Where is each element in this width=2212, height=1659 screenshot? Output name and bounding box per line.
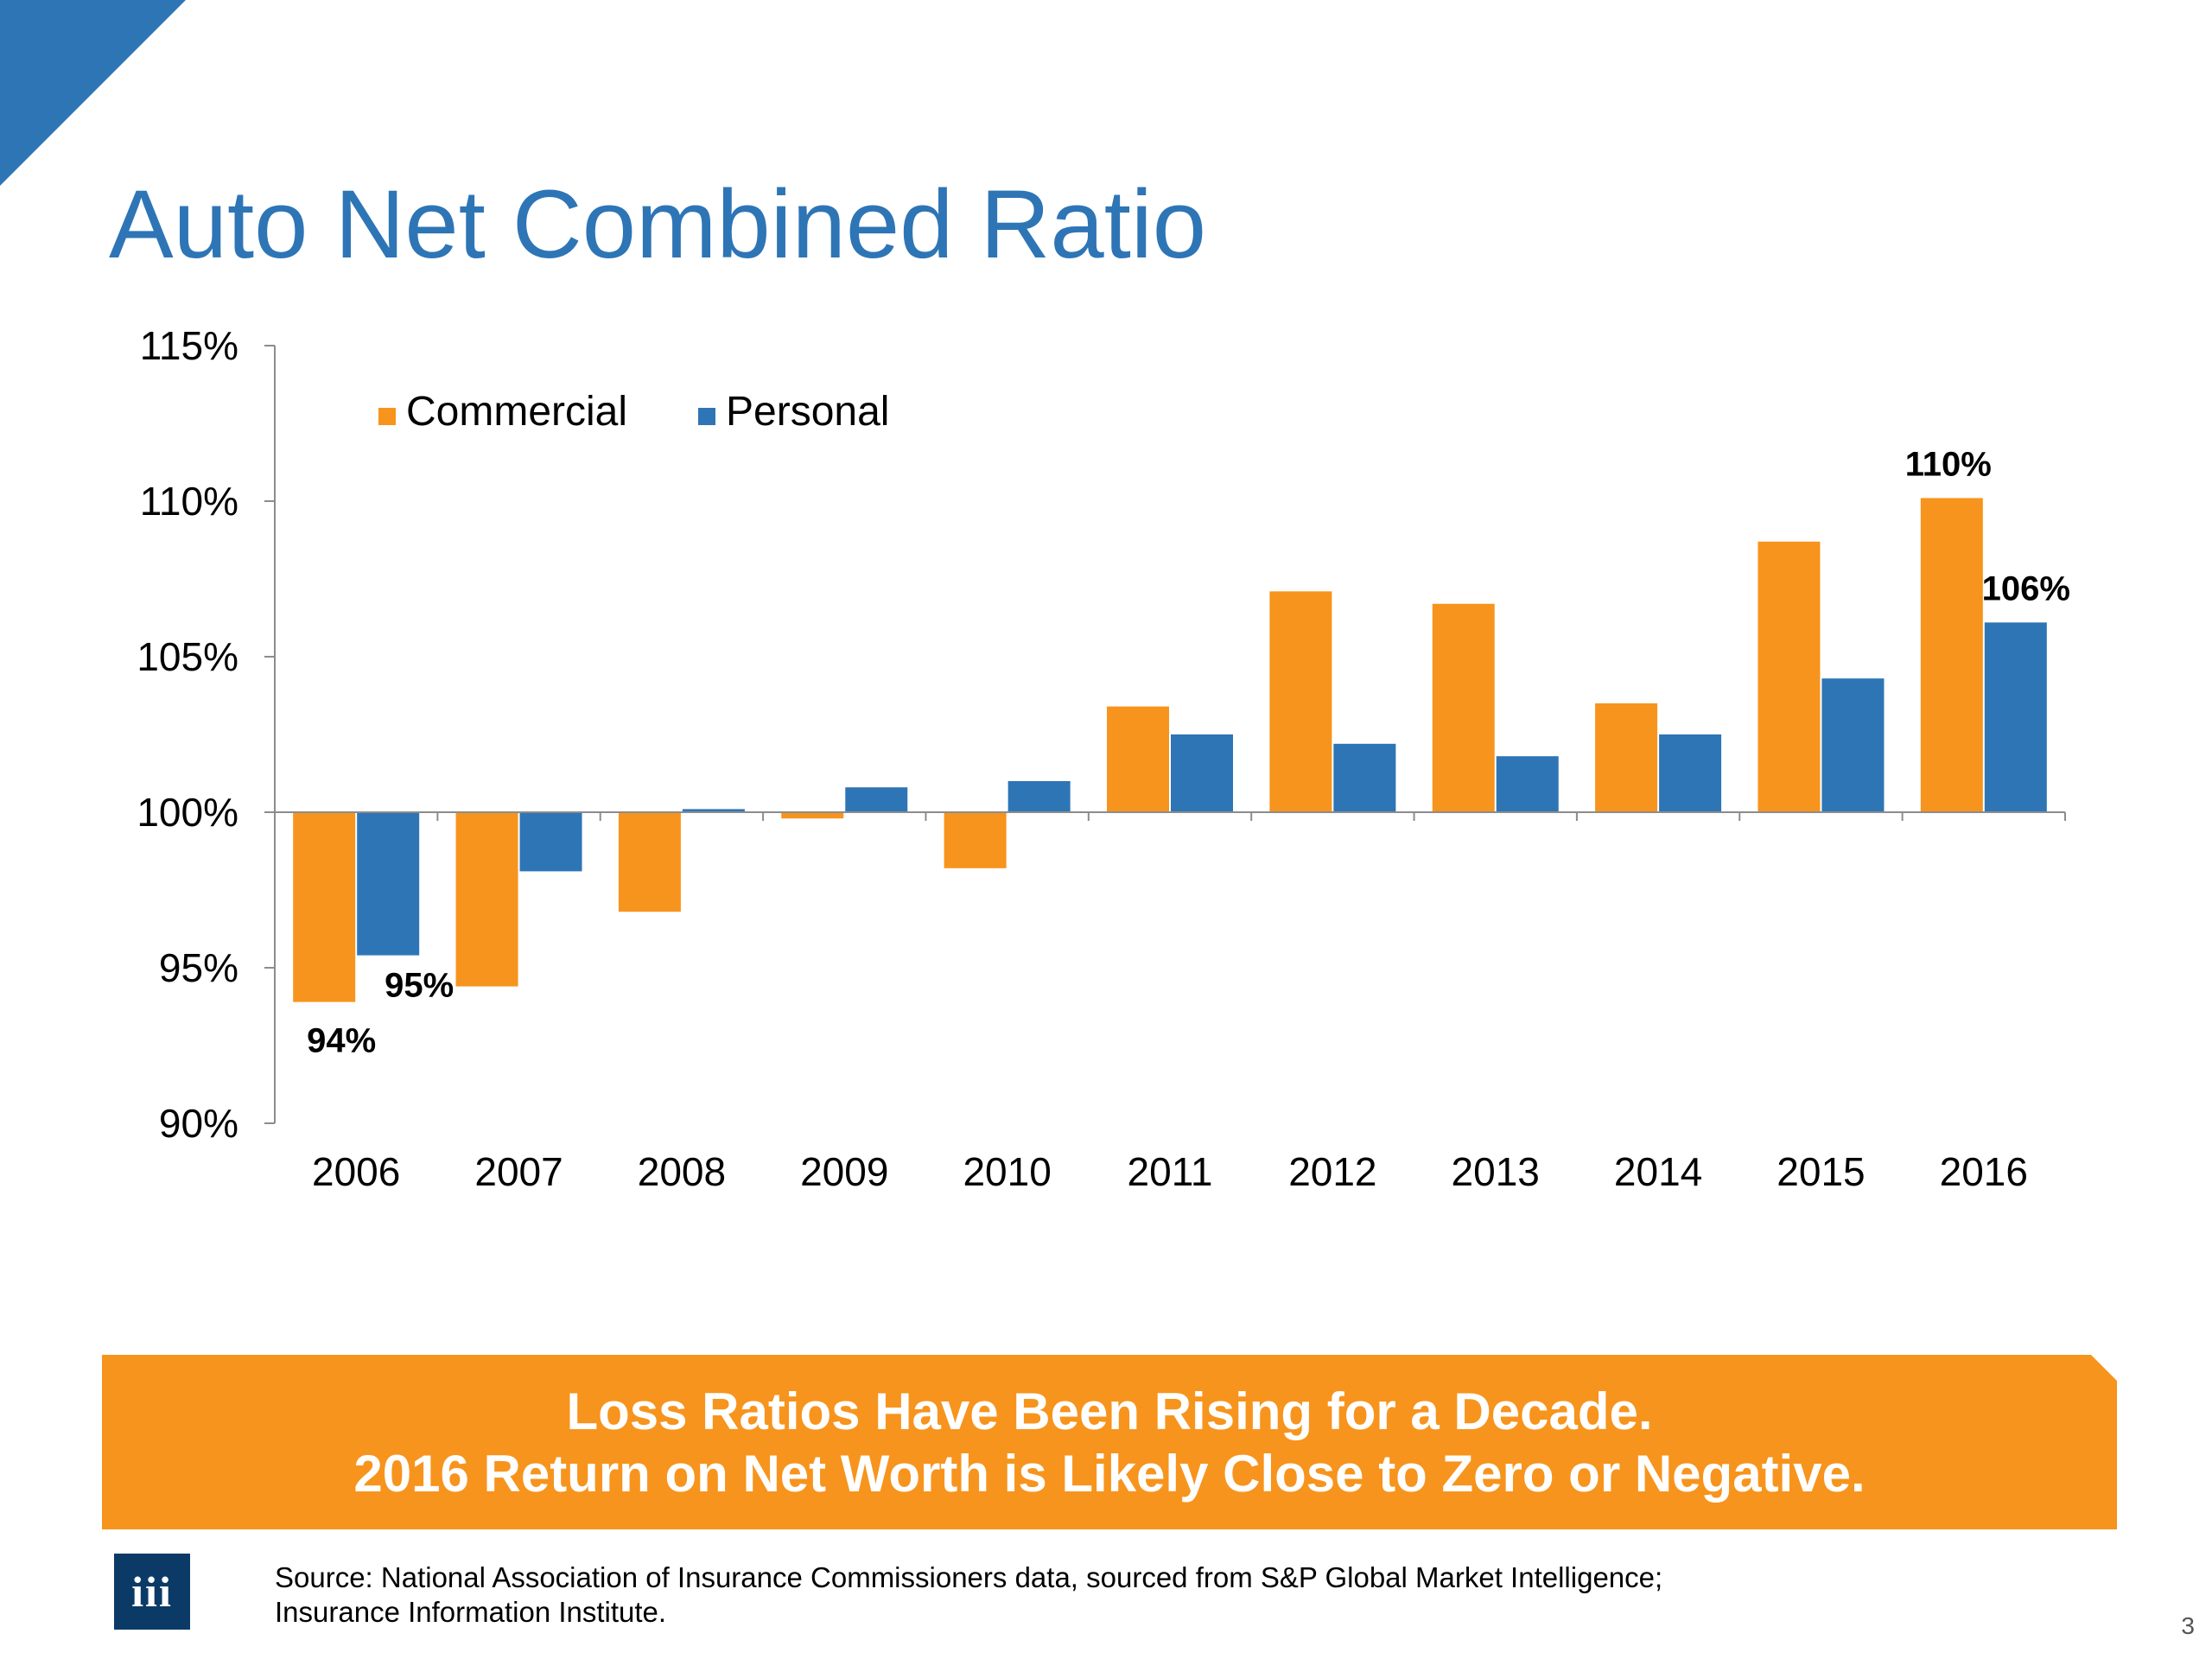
x-tick-label-2011: 2011 [1128, 1149, 1213, 1194]
x-tick-label-2010: 2010 [963, 1149, 1051, 1194]
banner-line-2: 2016 Return on Net Worth is Likely Close… [353, 1445, 1866, 1503]
key-message-banner: Loss Ratios Have Been Rising for a Decad… [102, 1355, 2117, 1529]
x-tick-label-2009: 2009 [800, 1149, 888, 1194]
y-tick-label: 105% [137, 634, 238, 679]
x-tick-label-2014: 2014 [1614, 1149, 1702, 1194]
y-tick-label: 90% [159, 1101, 238, 1146]
legend-label-personal: Personal [726, 389, 889, 435]
legend-swatch-commercial [378, 408, 396, 425]
bar-commercial-2016 [1920, 498, 1983, 812]
bar-personal-2009 [845, 787, 908, 812]
bar-commercial-2007 [455, 812, 518, 987]
y-tick-label: 100% [137, 790, 238, 835]
data-label-commercial-2006: 94% [307, 1022, 376, 1060]
bar-personal-2013 [1496, 756, 1559, 812]
bar-chart: 90% 95% 100% 105% 110% 115% 2006 2007 2008 2009 20… [137, 323, 2070, 1194]
x-tick-label-2007: 2007 [474, 1149, 563, 1194]
legend-label-commercial: Commercial [406, 389, 627, 435]
legend-swatch-personal [698, 408, 715, 425]
x-tick-label-2012: 2012 [1288, 1149, 1376, 1194]
bar-commercial-2015 [1758, 541, 1821, 812]
bar-personal-2007 [519, 812, 582, 872]
bar-personal-2011 [1171, 734, 1233, 812]
bar-personal-2010 [1007, 781, 1071, 812]
x-tick-label-2006: 2006 [312, 1149, 400, 1194]
iii-logo: iii [114, 1554, 190, 1630]
bar-commercial-2011 [1107, 706, 1169, 812]
bar-commercial-2013 [1432, 603, 1495, 812]
bar-commercial-2006 [293, 812, 356, 1002]
page-number: 3 [2181, 1612, 2195, 1639]
bar-personal-2008 [682, 809, 745, 812]
logo-text: iii [131, 1567, 173, 1616]
bar-commercial-2009 [781, 812, 844, 819]
y-tick-label: 110% [140, 479, 238, 524]
x-tick-label-2015: 2015 [1777, 1149, 1865, 1194]
data-label-personal-2016: 106% [1982, 569, 2070, 607]
x-tick-label-2008: 2008 [638, 1149, 726, 1194]
bar-commercial-2014 [1595, 703, 1658, 812]
bar-personal-2006 [357, 812, 420, 956]
y-tick-label: 115% [140, 323, 238, 368]
data-label-commercial-2016: 110% [1905, 445, 1992, 483]
data-label-personal-2006: 95% [385, 967, 454, 1005]
bar-commercial-2012 [1269, 591, 1332, 812]
x-tick-label-2013: 2013 [1452, 1149, 1540, 1194]
corner-accent-triangle [0, 0, 186, 186]
bar-personal-2012 [1333, 743, 1396, 812]
slide-title: Auto Net Combined Ratio [109, 170, 1207, 278]
bar-commercial-2008 [618, 812, 681, 912]
source-line-2: Insurance Information Institute. [275, 1596, 667, 1628]
bar-commercial-2010 [944, 812, 1007, 868]
source-line-1: Source: National Association of Insuranc… [275, 1561, 1663, 1593]
bar-personal-2015 [1821, 678, 1885, 812]
x-tick-label-2016: 2016 [1940, 1149, 2028, 1194]
source-note: Source: National Association of Insuranc… [275, 1560, 1662, 1630]
y-tick-label: 95% [159, 945, 238, 990]
banner-line-1: Loss Ratios Have Been Rising for a Decad… [566, 1382, 1653, 1440]
bar-personal-2016 [1984, 622, 2047, 812]
bar-personal-2014 [1659, 734, 1722, 812]
